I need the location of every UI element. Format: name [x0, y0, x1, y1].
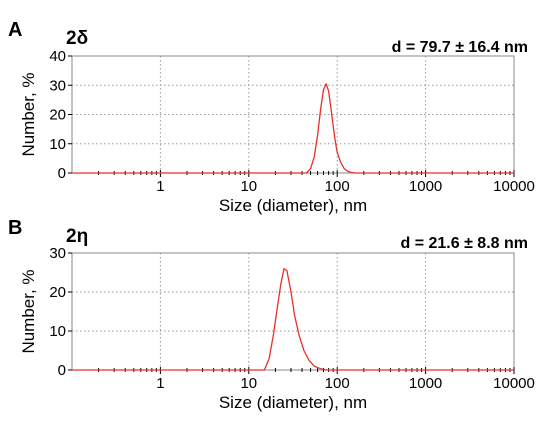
y-axis-label: Number, % [19, 269, 38, 353]
panel-b-sample-label: 2η [66, 226, 88, 247]
y-tick-label: 0 [58, 362, 66, 379]
x-tick-label: 100 [325, 375, 350, 392]
panel-b-plot: 0 10 20 30 1 10 100 1000 10000 Size (diameter), n… [19, 245, 535, 412]
x-tick-label: 1 [156, 375, 164, 392]
x-tick-label: 1 [156, 178, 164, 195]
y-tick-label: 20 [49, 107, 66, 124]
panel-a-letter: A [8, 19, 22, 41]
y-tick-label: 40 [49, 48, 66, 65]
panel-b: B 2η d = 21.6 ± 8.8 nm 0 10 20 30 1 10 100 1000… [8, 217, 535, 412]
y-tick-label: 10 [49, 323, 66, 340]
x-axis-label: Size (diameter), nm [219, 393, 367, 412]
x-tick-label: 10 [240, 178, 257, 195]
panel-a: A 2δ d = 79.7 ± 16.4 nm 0 10 20 30 40 1 10 100 1… [8, 19, 535, 215]
plot-frame [71, 252, 515, 371]
panel-a-sample-label: 2δ [66, 28, 88, 49]
x-tick-label: 10 [240, 375, 257, 392]
series-line [72, 267, 514, 371]
y-tick-label: 10 [49, 136, 66, 153]
x-tick-label: 100 [325, 178, 350, 195]
y-tick-label: 30 [49, 245, 66, 262]
panel-b-size-annotation: d = 21.6 ± 8.8 nm [400, 235, 528, 252]
x-tick-label: 1000 [409, 178, 442, 195]
x-tick-label: 10000 [493, 178, 535, 195]
x-tick-label: 1000 [409, 375, 442, 392]
y-tick-label: 0 [58, 165, 66, 182]
panel-a-plot: 0 10 20 30 40 1 10 100 1000 10000 Size (diameter),… [19, 48, 535, 215]
panel-b-letter: B [8, 217, 22, 239]
y-tick-label: 20 [49, 284, 66, 301]
x-tick-label: 10000 [493, 375, 535, 392]
series-line [72, 83, 514, 174]
y-tick-label: 30 [49, 77, 66, 94]
y-axis-label: Number, % [19, 72, 38, 156]
panel-a-size-annotation: d = 79.7 ± 16.4 nm [392, 39, 528, 56]
x-axis-label: Size (diameter), nm [219, 196, 367, 215]
